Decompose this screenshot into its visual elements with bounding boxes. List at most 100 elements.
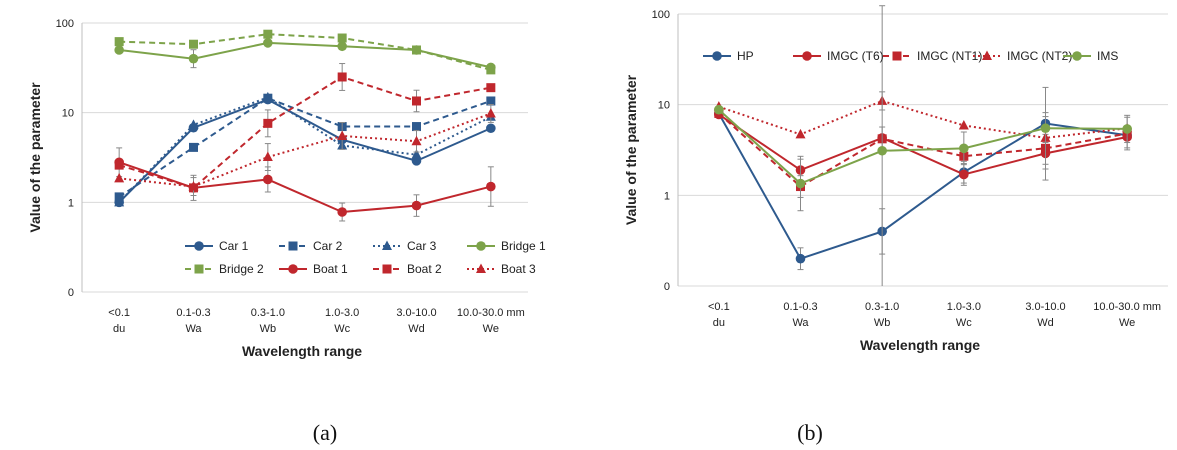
- legend-label-boat-3: Boat 3: [501, 262, 536, 276]
- legend-item-imgc-t6: IMGC (T6): [793, 49, 884, 63]
- series-line-imgc-t6: [718, 113, 1128, 176]
- data-point-boat-3-1: [188, 181, 199, 191]
- legend-label-car-3: Car 3: [407, 239, 437, 253]
- data-point-bridge-1-2: [263, 38, 273, 48]
- legend-label-boat-1: Boat 1: [313, 262, 348, 276]
- x-tick-sublabel-4: Wd: [1037, 317, 1054, 329]
- legend-label-hp: HP: [737, 49, 754, 63]
- y-tick-label-0: 0: [68, 287, 74, 299]
- legend-label-imgc-nt2: IMGC (NT2): [1007, 49, 1072, 63]
- series-line-boat-2: [118, 75, 492, 189]
- series-line-bridge-2: [119, 33, 492, 71]
- y-axis-title: Value of the parameter: [623, 74, 639, 225]
- y-tick-label-3: 100: [56, 18, 74, 30]
- data-point-boat-3-4: [411, 135, 422, 146]
- x-tick-label-0: <0.1: [108, 307, 130, 319]
- legend-swatch-marker-boat-3: [476, 263, 486, 273]
- data-point-imgc-nt2-1: [795, 128, 806, 139]
- x-tick-label-1: 0.1-0.3: [176, 307, 210, 319]
- data-point-bridge-2-3: [337, 33, 347, 43]
- data-point-bridge-1-0: [114, 45, 124, 55]
- data-point-ims-4: [1040, 123, 1051, 134]
- y-axis-title: Value of the parameter: [27, 82, 43, 233]
- data-point-boat-2-3: [337, 72, 347, 82]
- legend-swatch-marker-imgc-t6: [802, 51, 812, 61]
- data-point-ims-1: [795, 178, 806, 189]
- data-point-imgc-t6-3: [959, 169, 969, 180]
- x-tick-sublabel-3: Wc: [334, 323, 350, 335]
- data-point-car-3-2: [262, 91, 273, 102]
- data-point-boat-3-0: [114, 172, 125, 183]
- y-tick-label-3: 100: [652, 9, 670, 21]
- data-point-boat-1-5: [486, 181, 496, 192]
- legend-label-imgc-nt1: IMGC (NT1): [917, 49, 982, 63]
- legend-item-imgc-nt1: IMGC (NT1): [883, 49, 982, 63]
- x-tick-sublabel-3: Wc: [956, 317, 972, 329]
- x-tick-sublabel-5: We: [1119, 317, 1135, 329]
- legend-item-car-2: Car 2: [279, 239, 343, 253]
- x-tick-label-5: 10.0-30.0 mm: [457, 307, 525, 319]
- x-tick-label-3: 1.0-3.0: [947, 301, 981, 313]
- caption-b: (b): [797, 420, 823, 445]
- x-tick-sublabel-1: Wa: [185, 323, 202, 335]
- legend-swatch-marker-car-3: [382, 240, 392, 250]
- x-tick-sublabel-2: Wb: [874, 317, 891, 329]
- data-point-hp-1: [795, 253, 806, 264]
- y-tick-label-2: 10: [62, 108, 74, 120]
- data-point-boat-2-2: [263, 118, 273, 128]
- legend-label-bridge-1: Bridge 1: [501, 239, 546, 253]
- data-point-bridge-1-3: [337, 41, 347, 52]
- legend-swatch-marker-imgc-nt1: [892, 51, 902, 61]
- data-point-bridge-2-1: [189, 39, 198, 49]
- caption-a: (a): [312, 420, 338, 445]
- x-tick-label-0: <0.1: [708, 301, 730, 313]
- legend-swatch-marker-imgc-nt2: [982, 50, 992, 60]
- legend-item-bridge-2: Bridge 2: [185, 262, 264, 276]
- data-point-bridge-2-2: [263, 29, 273, 39]
- data-point-car-3-1: [188, 119, 199, 129]
- data-point-ims-0: [714, 104, 724, 115]
- data-point-boat-1-4: [411, 200, 422, 211]
- data-point-bridge-2-5: [486, 65, 496, 75]
- x-tick-label-3: 1.0-3.0: [325, 307, 359, 319]
- data-point-ims-3: [959, 143, 969, 154]
- data-point-imgc-nt2-3: [958, 119, 969, 130]
- x-tick-sublabel-1: Wa: [792, 317, 809, 329]
- legend-swatch-marker-hp: [712, 51, 722, 61]
- data-point-boat-2-5: [486, 83, 496, 93]
- legend-swatch-marker-bridge-2: [194, 264, 204, 274]
- data-point-car-1-5: [486, 123, 496, 134]
- data-point-boat-1-2: [263, 174, 273, 185]
- legend-item-car-1: Car 1: [185, 239, 249, 253]
- error-bar-ims-2: [879, 5, 886, 286]
- legend-item-boat-2: Boat 2: [373, 262, 442, 276]
- data-point-car-2-4: [412, 122, 421, 132]
- x-tick-label-4: 3.0-10.0: [396, 307, 436, 319]
- chart-panel-a: 0 1 10 100 <0.1 du 0.1-0.3 Wa 0.3-1.0 Wb 1.0-3.0 Wc…: [27, 18, 546, 445]
- data-point-car-2-5: [486, 96, 496, 106]
- legend-item-imgc-nt2: IMGC (NT2): [973, 49, 1072, 63]
- series-line-car-2: [118, 97, 492, 198]
- x-tick-label-1: 0.1-0.3: [783, 301, 817, 313]
- y-tick-label-1: 1: [664, 190, 670, 202]
- legend-item-hp: HP: [703, 49, 754, 63]
- series-line-imgc-nt1: [718, 112, 1128, 188]
- x-tick-label-2: 0.3-1.0: [251, 307, 285, 319]
- legend-item-boat-1: Boat 1: [279, 262, 348, 276]
- x-tick-label-4: 3.0-10.0: [1025, 301, 1065, 313]
- data-point-boat-3-3: [337, 130, 348, 140]
- legend-swatch-marker-bridge-1: [476, 241, 486, 251]
- x-tick-sublabel-2: Wb: [260, 323, 277, 335]
- data-point-car-2-1: [189, 142, 198, 152]
- x-tick-label-2: 0.3-1.0: [865, 301, 899, 313]
- series-line-boat-3: [119, 112, 492, 188]
- legend-swatch-marker-car-1: [194, 241, 204, 251]
- data-point-boat-1-3: [337, 207, 347, 217]
- legend-swatch-marker-boat-2: [382, 264, 392, 274]
- data-point-boat-3-5: [485, 107, 496, 118]
- chart-b-svg: 0 1 10 100 <0.1 du 0.1-0.3 Wa 0.3-1.0 Wb 1.0-3.0 Wc…: [623, 5, 1168, 353]
- chart-panel-b: 0 1 10 100 <0.1 du 0.1-0.3 Wa 0.3-1.0 Wb 1.0-3.0 Wc…: [590, 0, 1177, 450]
- legend-item-car-3: Car 3: [373, 239, 437, 253]
- data-point-boat-2-4: [412, 96, 421, 106]
- series-line-car-3: [118, 96, 492, 204]
